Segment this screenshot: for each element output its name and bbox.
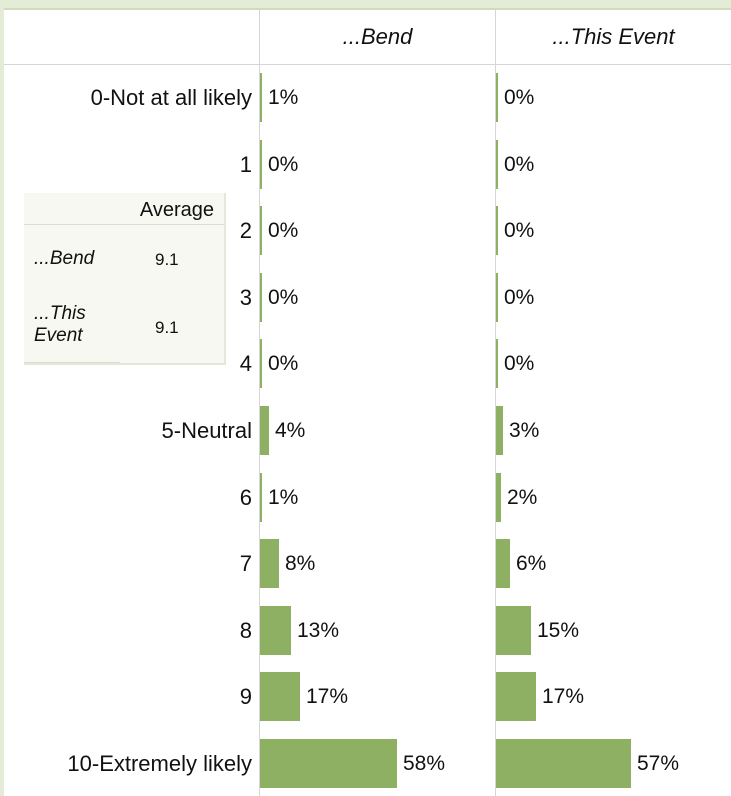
data-label-bend: 1% [268,86,299,109]
category-label: 0-Not at all likely [90,85,252,110]
bar-bend [260,73,262,122]
category-label: 8 [239,617,252,643]
category-label: 1 [239,151,252,177]
data-label-this-event: 15% [537,618,580,642]
category-label: 9 [239,684,252,710]
data-label-this-event: 6% [516,552,547,576]
data-label-bend: 58% [403,752,446,775]
bar-this-event [496,139,498,189]
average-header-line [24,224,224,225]
category-label: 2 [239,218,252,244]
data-label-bend: 17% [306,685,349,709]
bar-bend [260,272,262,322]
average-row-label-this-event: ...This Event [34,303,86,346]
bar-this-event [496,73,498,122]
data-label-this-event: 0% [504,86,535,109]
bar-bend [260,206,262,256]
header-divider [4,64,731,65]
data-label-bend: 0% [268,219,299,243]
data-label-bend: 8% [285,552,316,576]
data-label-this-event: 3% [509,419,540,442]
average-table: Average ...Bend 9.1 ...This Event 9.1 [24,193,226,365]
bar-this-event [496,406,503,455]
data-label-this-event: 57% [637,752,680,775]
column-divider-2 [495,10,496,796]
bar-bend [260,672,300,722]
average-row-value-this-event: 9.1 [155,318,179,337]
bar-this-event [496,605,531,655]
data-label-bend: 4% [275,419,306,442]
column-divider-1 [259,10,260,796]
bar-this-event [496,472,501,522]
category-label: 4 [239,351,252,377]
data-label-this-event: 0% [504,352,535,376]
data-label-bend: 0% [268,352,299,376]
category-label: 7 [239,551,252,577]
category-label: 10-Extremely likely [67,751,252,776]
category-label: 5-Neutral [161,418,252,443]
category-label: 6 [239,484,252,510]
bar-bend [260,605,291,655]
frame-top-border [0,0,731,8]
data-label-bend: 0% [268,285,299,309]
data-label-this-event: 0% [504,219,535,243]
bar-bend [260,472,262,522]
bar-this-event [496,272,498,322]
category-label: 3 [239,284,252,310]
bar-bend [260,406,269,455]
average-header: Average [139,199,214,221]
data-label-this-event: 2% [507,485,538,509]
bar-this-event [496,339,498,389]
bar-bend [260,339,262,389]
average-row-value-bend: 9.1 [155,250,179,269]
bar-this-event [496,206,498,256]
data-label-bend: 1% [268,485,299,509]
data-label-bend: 13% [297,618,340,642]
average-footer-line [24,362,120,363]
series-header-this-event: ...This Event [552,24,675,49]
bar-this-event [496,739,631,788]
data-label-this-event: 0% [504,152,535,176]
bar-this-event [496,539,510,589]
bar-bend [260,139,262,189]
bar-bend [260,739,397,788]
data-label-this-event: 0% [504,285,535,309]
frame-top-line [0,8,731,10]
average-row-label-bend: ...Bend [34,248,95,269]
data-label-bend: 0% [268,152,299,176]
bar-this-event [496,672,536,722]
data-label-this-event: 17% [542,685,585,709]
bar-bend [260,539,279,589]
series-header-bend: ...Bend [342,24,413,49]
frame-left-border [0,0,4,796]
